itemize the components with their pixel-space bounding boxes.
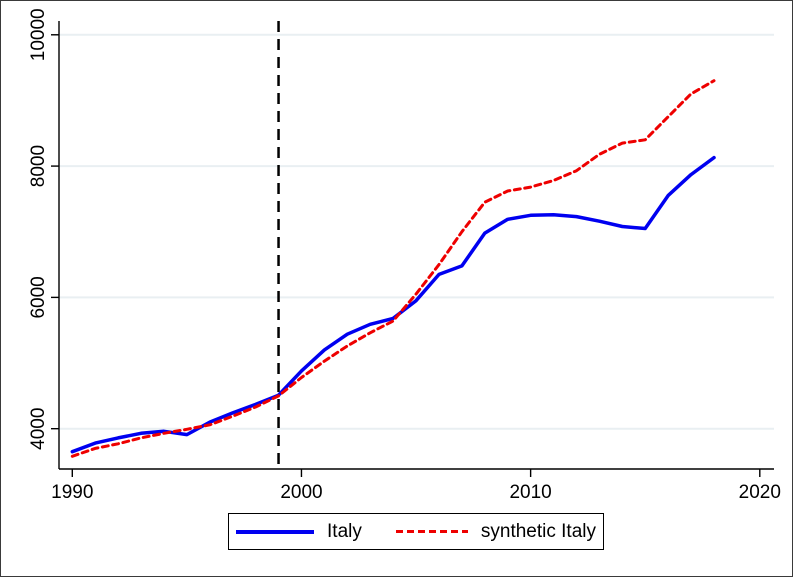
legend: Italy synthetic Italy	[228, 513, 604, 550]
series-line-italy	[70, 155, 716, 454]
x-tick-label: 2020	[739, 482, 781, 503]
y-tick-label: 10000	[28, 8, 49, 61]
y-tick-label: 8000	[28, 145, 49, 187]
y-tick-label: 4000	[28, 408, 49, 450]
synthetic-italy-line-swatch	[395, 530, 468, 533]
x-tick-label: 2010	[509, 482, 551, 503]
series-line-synthetic-italy	[70, 79, 716, 458]
legend-label-synthetic-italy: synthetic Italy	[480, 520, 596, 542]
legend-label-italy: Italy	[327, 520, 362, 542]
x-tick-label: 1990	[51, 482, 93, 503]
legend-item-italy: Italy	[236, 521, 362, 543]
legend-item-synthetic-italy: synthetic Italy	[395, 520, 596, 543]
x-tick-label: 2000	[280, 482, 322, 503]
italy-line-swatch	[236, 529, 315, 534]
y-tick-label: 6000	[28, 276, 49, 318]
